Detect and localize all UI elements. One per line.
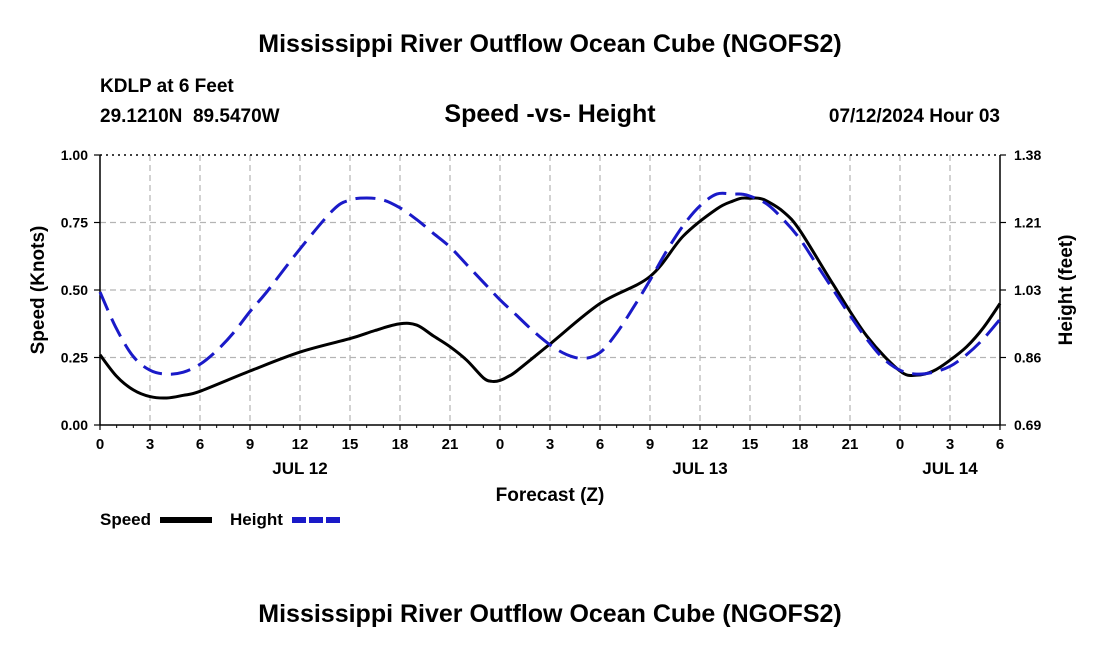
x-tick-label: 3	[546, 436, 554, 453]
y-tick-label: 0.75	[61, 215, 88, 231]
x-tick-label: 18	[792, 436, 809, 453]
x-tick-label: 12	[692, 436, 709, 453]
y2-tick-label: 0.69	[1014, 417, 1041, 433]
x-tick-label: 15	[742, 436, 759, 453]
x-tick-label: 9	[246, 436, 254, 453]
x-tick-label: 3	[946, 436, 954, 453]
x-axis-title: Forecast (Z)	[496, 485, 605, 506]
x-tick-label: 21	[842, 436, 859, 453]
footer-title: Mississippi River Outflow Ocean Cube (NG…	[258, 600, 842, 628]
x-tick-label: 18	[392, 436, 409, 453]
y2-tick-label: 1.21	[1014, 215, 1041, 231]
x-tick-label: 21	[442, 436, 459, 453]
x-tick-label: 9	[646, 436, 654, 453]
page-title: Mississippi River Outflow Ocean Cube (NG…	[258, 30, 842, 58]
date-label: JUL 12	[272, 459, 327, 478]
legend-height-label: Height	[230, 510, 283, 529]
x-tick-label: 6	[196, 436, 204, 453]
x-tick-label: 0	[896, 436, 904, 453]
x-tick-label: 15	[342, 436, 359, 453]
y2-tick-label: 1.38	[1014, 147, 1041, 163]
date-label: JUL 13	[672, 459, 727, 478]
y2-tick-label: 0.86	[1014, 350, 1041, 366]
series-speed-line	[98, 196, 1002, 400]
legend-speed-label: Speed	[100, 510, 151, 529]
x-tick-label: 12	[292, 436, 309, 453]
x-tick-label: 6	[596, 436, 604, 453]
y-tick-label: 0.50	[61, 282, 88, 298]
forecast-datetime: 07/12/2024 Hour 03	[828, 106, 1000, 127]
y-tick-label: 0.00	[61, 417, 88, 433]
y2-axis-title: Height (feet)	[1056, 235, 1077, 346]
x-tick-label: 0	[496, 436, 504, 453]
series-height-line	[98, 191, 1002, 376]
station-coordinates: 29.1210N 89.5470W	[100, 106, 280, 127]
y-axis-title: Speed (Knots)	[28, 226, 49, 355]
x-tick-label: 6	[996, 436, 1004, 453]
y-tick-label: 0.25	[61, 350, 88, 366]
y2-tick-label: 1.03	[1014, 282, 1041, 298]
x-tick-label: 0	[96, 436, 104, 453]
x-tick-label: 3	[146, 436, 154, 453]
chart-subtitle: Speed -vs- Height	[444, 100, 656, 128]
y-tick-label: 1.00	[61, 147, 88, 163]
date-label: JUL 14	[922, 459, 978, 478]
station-label: KDLP at 6 Feet	[100, 76, 234, 97]
